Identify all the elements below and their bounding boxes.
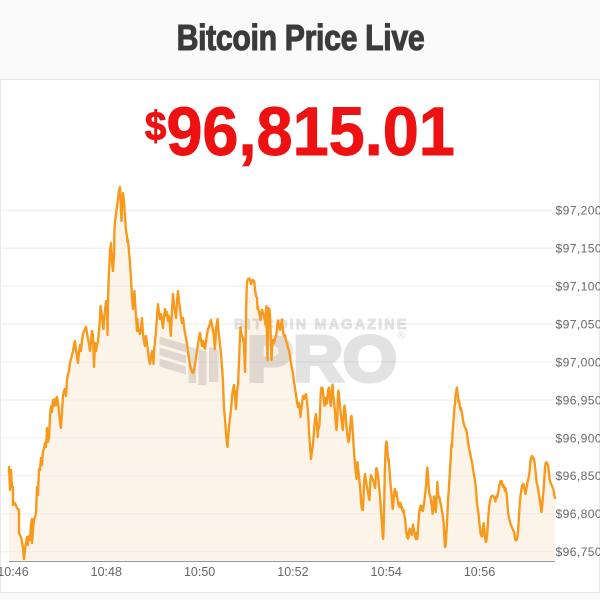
svg-text:$97,100: $97,100 <box>556 280 600 294</box>
svg-text:10:46: 10:46 <box>0 565 29 579</box>
svg-text:10:50: 10:50 <box>184 565 215 579</box>
svg-text:PRO: PRO <box>247 324 397 395</box>
svg-text:10:48: 10:48 <box>91 565 122 579</box>
svg-text:10:54: 10:54 <box>371 565 402 579</box>
svg-text:$96,800: $96,800 <box>556 507 600 521</box>
svg-text:$97,000: $97,000 <box>556 355 600 369</box>
svg-text:®: ® <box>397 330 405 342</box>
svg-text:$97,200: $97,200 <box>556 204 600 218</box>
svg-text:$97,150: $97,150 <box>556 242 600 256</box>
svg-text:$96,850: $96,850 <box>556 469 600 483</box>
svg-text:$96,950: $96,950 <box>556 393 600 407</box>
svg-text:$96,750: $96,750 <box>556 545 600 559</box>
svg-text:10:52: 10:52 <box>277 565 308 579</box>
svg-text:$97,050: $97,050 <box>556 318 600 332</box>
svg-text:10:56: 10:56 <box>464 565 495 579</box>
svg-text:$96,900: $96,900 <box>556 431 600 445</box>
